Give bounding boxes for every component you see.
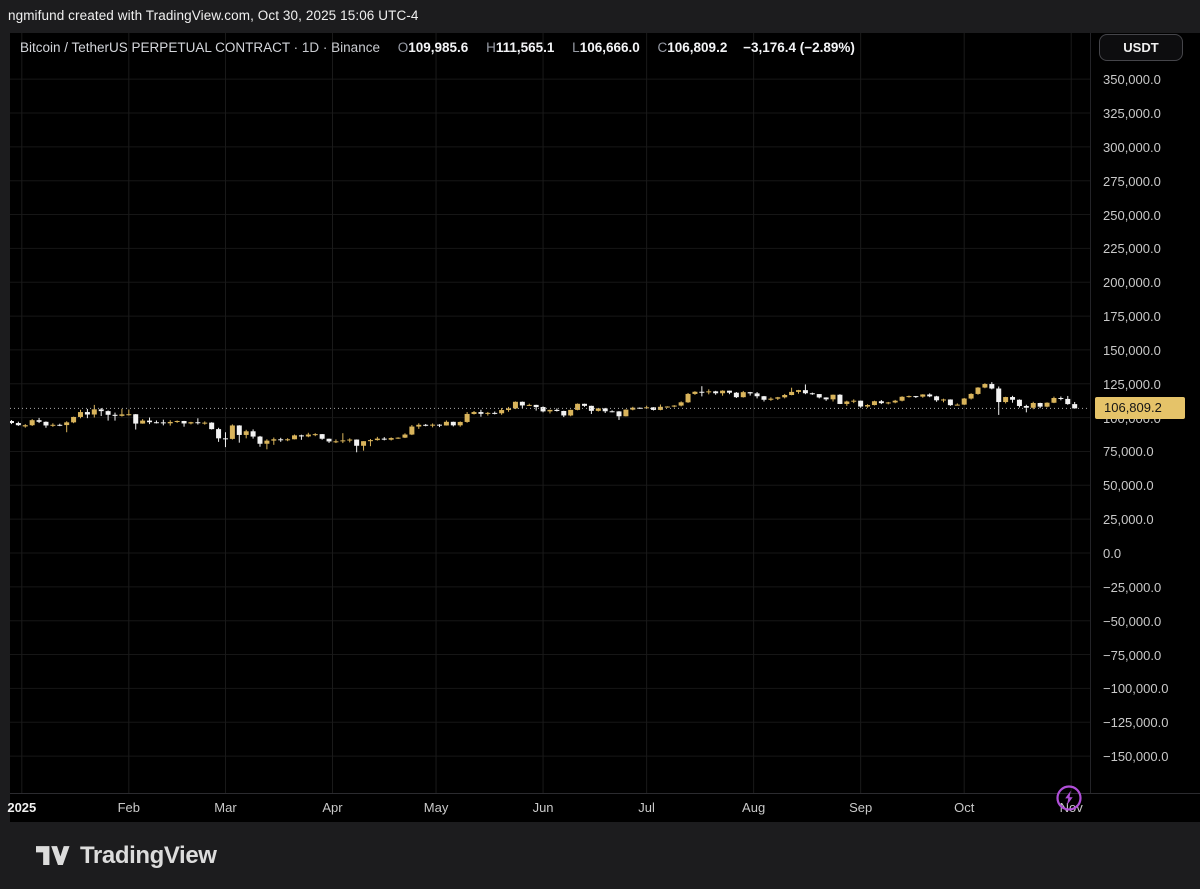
price-axis-label: 25,000.0	[1103, 512, 1154, 528]
time-axis-label: 2025	[7, 800, 37, 815]
price-axis-label: 275,000.0	[1103, 173, 1161, 189]
time-axis-label: Aug	[742, 800, 766, 815]
boost-button[interactable]	[1054, 783, 1084, 813]
price-axis-label: 50,000.0	[1103, 478, 1154, 494]
interval-value[interactable]: 1D	[301, 40, 320, 55]
price-axis-label: 250,000.0	[1103, 207, 1161, 223]
price-axis-label: 350,000.0	[1103, 72, 1161, 88]
candlestick-chart[interactable]	[10, 33, 1090, 793]
price-axis-label: −75,000.0	[1103, 647, 1162, 663]
price-axis-label: 175,000.0	[1103, 309, 1161, 325]
price-axis-label: −100,000.0	[1103, 681, 1169, 697]
footer-bar: TradingView	[0, 822, 1200, 889]
time-axis-label: Oct	[954, 800, 975, 815]
price-axis-label: 150,000.0	[1103, 342, 1161, 358]
lightning-bolt-icon	[1056, 785, 1082, 811]
ohlc-high: H111,565.1	[486, 40, 555, 55]
time-axis-label: Jul	[638, 800, 655, 815]
ohlc-close: C106,809.2	[657, 40, 728, 55]
tradingview-logo-text: TradingView	[80, 842, 217, 869]
time-axis-label: Apr	[322, 800, 343, 815]
time-axis-label: Jun	[532, 800, 554, 815]
time-axis-label: Mar	[214, 800, 237, 815]
price-axis-label: 225,000.0	[1103, 241, 1161, 257]
price-axis-label: 125,000.0	[1103, 376, 1161, 392]
tradingview-logo[interactable]: TradingView	[36, 842, 217, 870]
price-axis-label: 300,000.0	[1103, 139, 1161, 155]
tradingview-logo-icon	[36, 846, 70, 865]
price-axis-label: −125,000.0	[1103, 715, 1169, 731]
attribution-text: ngmifund created with TradingView.com, O…	[8, 8, 419, 23]
price-axis-label: −150,000.0	[1103, 749, 1169, 765]
price-axis-label: −25,000.0	[1103, 579, 1162, 595]
price-axis-label: 200,000.0	[1103, 275, 1161, 291]
chart-plot[interactable]: Bitcoin / TetherUS PERPETUAL CONTRACT · …	[10, 33, 1200, 811]
time-axis-label: Feb	[117, 800, 141, 815]
current-price-label: 106,809.2	[1095, 397, 1185, 420]
time-axis-label: Nov	[1059, 800, 1083, 815]
price-axis-label: −50,000.0	[1103, 613, 1162, 629]
exchange-name: Binance	[331, 40, 380, 55]
currency-toggle-button[interactable]: USDT	[1099, 34, 1183, 61]
price-axis[interactable]: USDT 350,000.0 325,000.0 300,000.0 275,000.…	[1090, 33, 1200, 793]
chart-legend[interactable]: Bitcoin / TetherUS PERPETUAL CONTRACT · …	[20, 40, 855, 55]
ohlc-low: L106,666.0	[572, 40, 640, 55]
time-axis[interactable]: 2025 Feb Mar Apr May Jun Jul Aug Sep Oct Nov	[7, 793, 1200, 822]
price-axis-label: 0.0	[1103, 546, 1122, 561]
symbol-title[interactable]: Bitcoin / TetherUS PERPETUAL CONTRACT	[20, 40, 290, 55]
price-axis-label: 325,000.0	[1103, 106, 1161, 121]
time-axis-label: Sep	[849, 800, 873, 815]
change-value: −3,176.4 (−2.89%)	[743, 40, 855, 55]
price-axis-label: 75,000.0	[1103, 444, 1154, 460]
time-axis-label: May	[423, 800, 449, 815]
attribution-bar: ngmifund created with TradingView.com, O…	[0, 0, 1200, 33]
ohlc-open: O109,985.6	[397, 40, 469, 55]
